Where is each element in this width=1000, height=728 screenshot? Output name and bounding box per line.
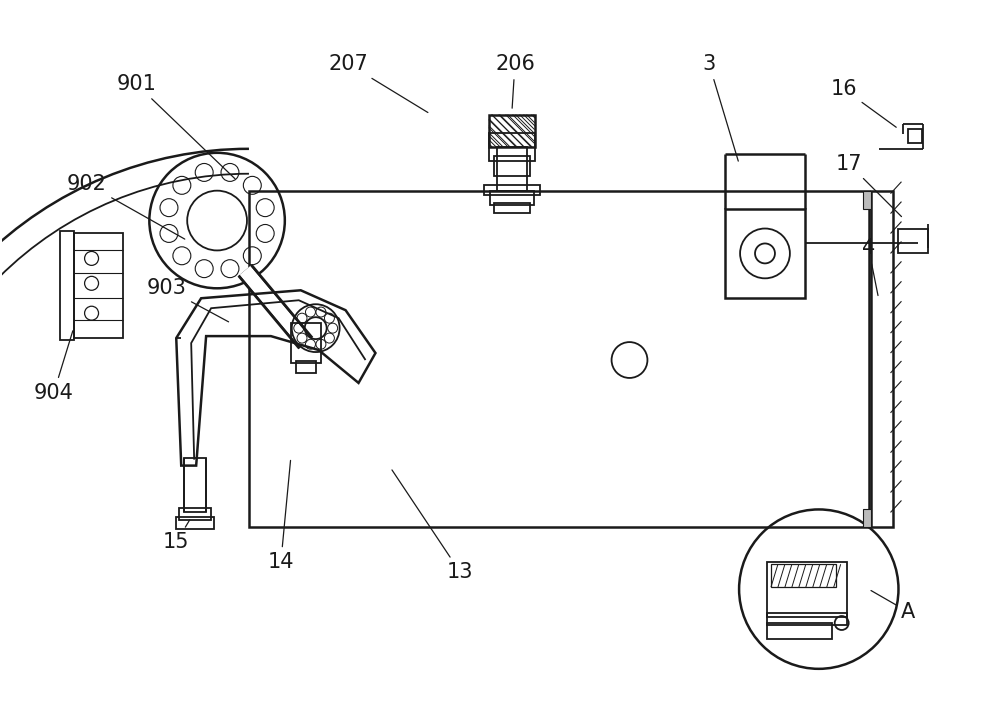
Bar <box>60 231 74 340</box>
Bar <box>484 185 540 194</box>
Text: 16: 16 <box>830 79 896 127</box>
Text: 4: 4 <box>862 239 878 296</box>
Bar <box>767 623 832 639</box>
Bar <box>725 209 805 298</box>
Text: 901: 901 <box>116 74 235 179</box>
Bar <box>489 115 535 147</box>
Bar <box>767 613 847 625</box>
Bar <box>863 191 871 209</box>
Bar <box>249 191 869 527</box>
Bar <box>489 133 535 161</box>
Text: 207: 207 <box>329 54 428 113</box>
Bar <box>863 510 871 527</box>
Text: A: A <box>871 590 916 622</box>
Bar <box>494 156 530 175</box>
Bar <box>494 202 530 213</box>
Bar <box>497 147 527 191</box>
Bar <box>176 518 214 529</box>
Text: 13: 13 <box>392 470 473 582</box>
Bar <box>291 323 321 363</box>
Bar <box>898 229 928 253</box>
Bar <box>184 458 206 513</box>
Text: 903: 903 <box>146 278 229 322</box>
Text: 15: 15 <box>163 520 190 553</box>
Bar <box>179 508 211 521</box>
Bar <box>771 564 836 587</box>
Text: 17: 17 <box>835 154 901 217</box>
Bar <box>767 562 847 617</box>
Bar <box>296 361 316 373</box>
Text: 904: 904 <box>34 331 74 403</box>
Text: 3: 3 <box>703 54 738 161</box>
Bar <box>871 191 893 527</box>
Bar <box>74 232 123 338</box>
Bar <box>908 129 922 143</box>
Text: 206: 206 <box>495 54 535 108</box>
Bar <box>490 191 534 205</box>
Text: 902: 902 <box>67 174 185 239</box>
Text: 14: 14 <box>268 460 294 572</box>
